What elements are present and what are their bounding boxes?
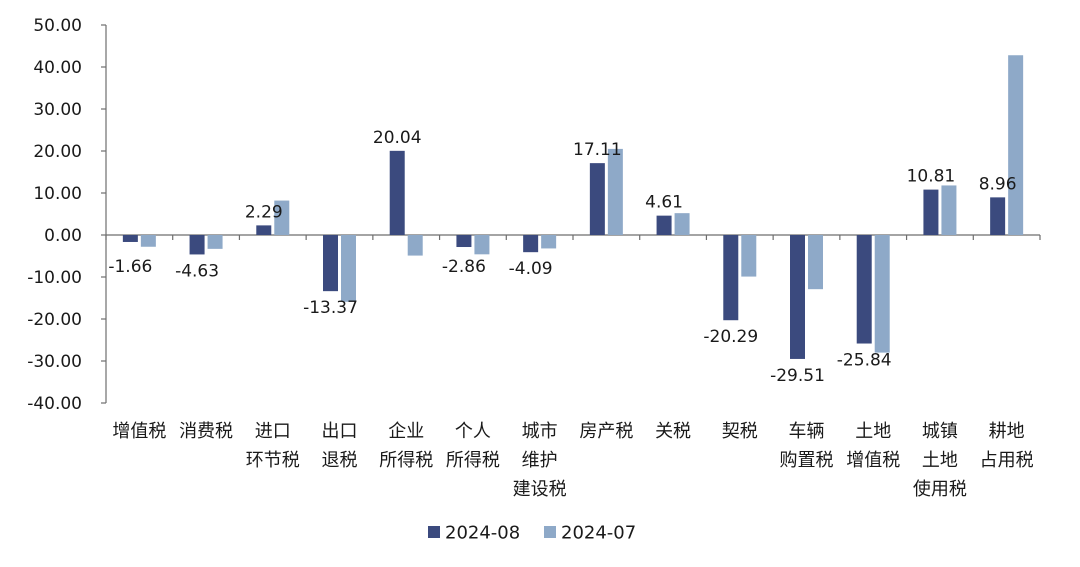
data-label: -1.66 [108, 257, 152, 277]
bar-2024-08 [923, 189, 939, 235]
x-category-label: 所得税 [379, 450, 433, 471]
y-tick-label: -10.00 [27, 268, 82, 288]
data-label: 20.04 [373, 128, 422, 148]
y-tick-label: -30.00 [27, 352, 82, 372]
bar-2024-07 [140, 235, 156, 247]
x-category-label: 消费税 [179, 421, 233, 442]
legend-label: 2024-07 [561, 523, 636, 544]
y-tick-label: -20.00 [27, 310, 82, 330]
bar-2024-08 [990, 197, 1006, 235]
x-category-label: 企业 [388, 421, 424, 442]
data-label: -13.37 [303, 298, 358, 318]
data-label: -25.84 [837, 351, 892, 371]
y-tick-label: 30.00 [33, 100, 82, 120]
x-category-label: 土地 [855, 421, 891, 442]
x-category-label: 城镇 [922, 421, 958, 442]
x-category-label: 使用税 [913, 479, 967, 500]
x-category-label: 占用税 [980, 450, 1034, 471]
y-tick-label: 10.00 [33, 184, 82, 204]
y-tick-label: 0.00 [44, 226, 82, 246]
x-category-label: 购置税 [780, 450, 834, 471]
x-category-label: 所得税 [446, 450, 500, 471]
y-tick-label: -40.00 [27, 394, 82, 414]
bar-2024-08 [790, 235, 805, 359]
bar-2024-08 [723, 235, 739, 321]
x-category-label: 耕地 [989, 421, 1025, 442]
y-tick-label: 50.00 [33, 16, 82, 36]
x-category-label: 关税 [655, 421, 691, 442]
bar-2024-08 [389, 150, 405, 235]
data-label: 17.11 [573, 140, 622, 160]
x-category-label: 车辆 [789, 421, 825, 442]
bar-2024-07 [808, 235, 823, 290]
x-category-label: 房产税 [579, 421, 633, 442]
data-label: -4.63 [175, 261, 219, 281]
x-category-label: 进口 [255, 421, 291, 442]
x-category-label: 土地 [922, 450, 958, 471]
bar-2024-08 [256, 225, 272, 235]
legend-label: 2024-08 [445, 523, 520, 544]
bar-2024-07 [941, 185, 957, 235]
bar-2024-07 [607, 148, 623, 235]
bar-2024-07 [341, 235, 356, 302]
x-category-label: 城市 [522, 421, 558, 442]
data-label: 4.61 [645, 193, 683, 213]
bar-2024-07 [1008, 55, 1024, 235]
legend-swatch [428, 526, 440, 538]
data-label: 2.29 [245, 202, 283, 222]
data-label: -20.29 [703, 327, 758, 347]
bar-2024-07 [407, 235, 423, 256]
bar-2024-07 [474, 235, 490, 255]
bar-2024-08 [189, 235, 205, 255]
bar-2024-07 [741, 235, 757, 277]
x-category-label: 出口 [322, 421, 358, 442]
bar-2024-08 [856, 235, 872, 344]
x-category-label: 退税 [322, 450, 358, 471]
data-label: 8.96 [979, 174, 1017, 194]
x-category-label: 增值税 [112, 421, 166, 442]
x-category-label: 增值税 [846, 450, 900, 471]
bar-2024-07 [874, 235, 890, 353]
bar-2024-07 [541, 235, 557, 249]
x-category-label: 契税 [722, 421, 758, 442]
bar-2024-08 [456, 235, 472, 248]
bar-2024-07 [207, 235, 223, 249]
bar-2024-08 [589, 163, 605, 235]
data-label: -2.86 [442, 257, 486, 277]
x-category-label: 个人 [455, 421, 491, 442]
y-tick-label: 20.00 [33, 142, 82, 162]
bar-2024-08 [122, 235, 138, 242]
bar-2024-07 [274, 200, 290, 235]
data-label: 10.81 [907, 167, 956, 187]
x-category-label: 建设税 [513, 479, 567, 500]
bar-2024-08 [656, 215, 672, 235]
x-category-label: 维护 [522, 450, 558, 471]
legend-swatch [544, 526, 556, 538]
data-label: -29.51 [770, 366, 825, 386]
data-label: -4.09 [509, 259, 553, 279]
bar-2024-08 [523, 235, 539, 253]
y-tick-label: 40.00 [33, 58, 82, 78]
x-category-label: 环节税 [246, 450, 300, 471]
bar-2024-08 [323, 235, 338, 292]
bar-2024-07 [674, 213, 690, 235]
